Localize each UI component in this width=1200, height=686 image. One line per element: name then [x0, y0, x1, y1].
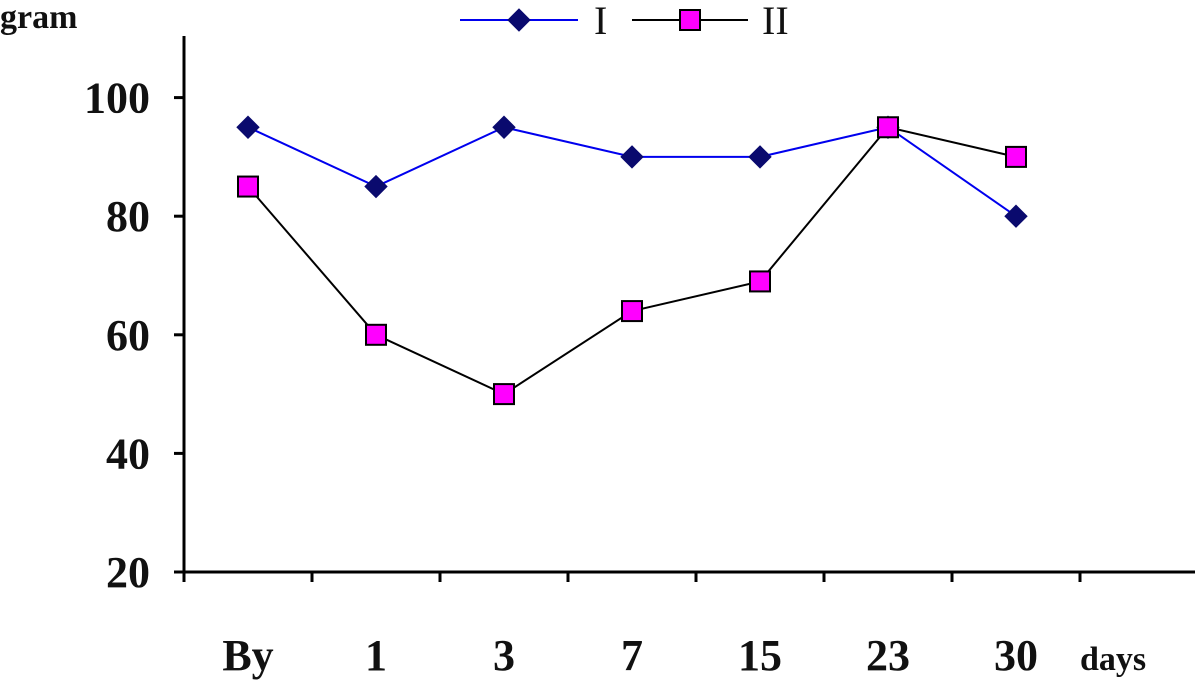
x-tick-label: 7 — [621, 631, 643, 680]
legend-item-2: II — [632, 0, 789, 43]
data-point-square — [877, 116, 899, 139]
data-point-square — [365, 323, 387, 346]
x-tick-label: 15 — [738, 631, 782, 680]
data-point-square — [749, 270, 771, 293]
data-point-diamond — [364, 174, 388, 199]
legend-item-1: I — [460, 0, 607, 43]
x-tick-label: By — [222, 631, 273, 680]
legend-label: II — [762, 0, 789, 43]
x-axis-label: days — [1080, 641, 1146, 678]
y-tick-label: 40 — [106, 429, 150, 478]
x-tick-label: 1 — [365, 631, 387, 680]
series-1-markers — [236, 115, 1028, 228]
data-point-diamond — [492, 115, 516, 139]
y-tick-label: 100 — [84, 74, 150, 123]
y-tick-label: 60 — [106, 311, 150, 360]
y-tick-label: 20 — [106, 548, 150, 597]
series-layer — [236, 115, 1028, 406]
legend-label: I — [594, 0, 607, 43]
data-point-diamond — [236, 115, 260, 139]
x-tick-label: 3 — [493, 631, 515, 680]
data-point-square — [679, 9, 701, 31]
data-point-square — [621, 300, 643, 323]
legend: I II — [460, 0, 789, 43]
series-line — [247, 126, 1017, 218]
y-axis-label: gram — [0, 0, 77, 36]
data-point-square — [237, 175, 259, 198]
data-point-square — [1005, 145, 1027, 168]
axes: 20 40 60 80 100 By 1 3 7 15 23 30 — [84, 36, 1195, 680]
series-1 — [247, 126, 1017, 218]
data-point-diamond — [507, 8, 531, 32]
data-point-square — [493, 383, 515, 406]
y-tick-label: 80 — [106, 192, 150, 241]
data-point-diamond — [748, 145, 772, 169]
x-tick-label: 23 — [866, 631, 910, 680]
x-tick-label: 30 — [994, 631, 1038, 680]
series-2-markers — [237, 116, 1027, 406]
data-point-diamond — [620, 145, 644, 169]
data-point-diamond — [1004, 204, 1028, 228]
